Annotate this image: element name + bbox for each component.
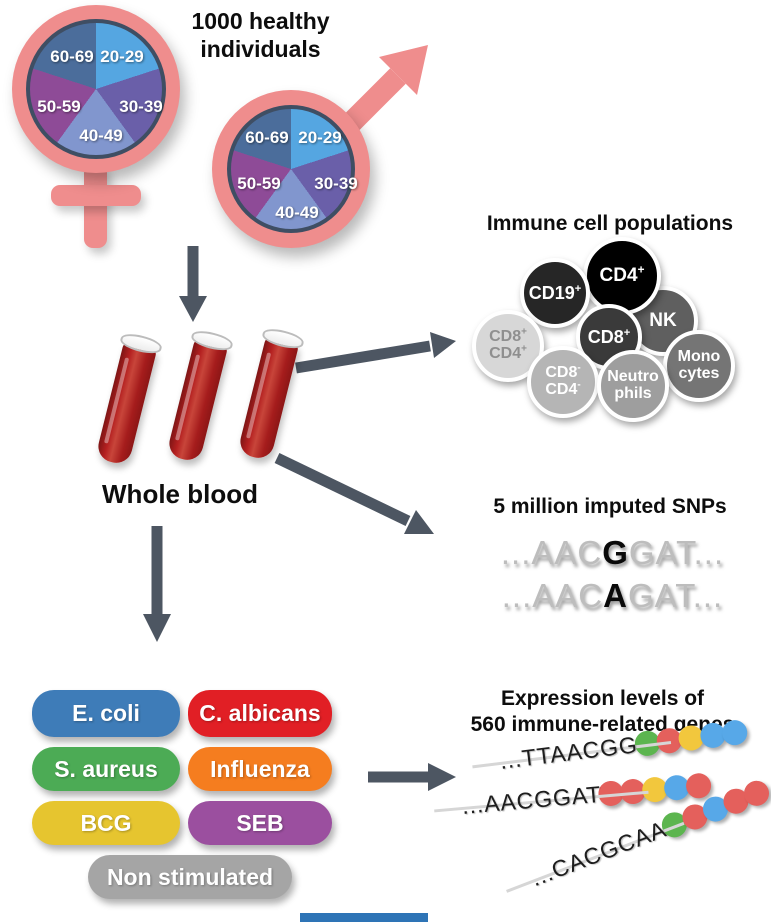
stimulus-calbicans: C. albicans xyxy=(188,690,332,737)
cell-circle-cd8neg-cd4neg: CD8- CD4- xyxy=(527,346,599,418)
male-arrow xyxy=(336,45,428,138)
stimulus-saureus: S. aureus xyxy=(32,747,180,791)
male-pie-label-30-39: 30-39 xyxy=(314,174,358,193)
cell-label: CD4+ xyxy=(489,343,527,362)
male-symbol-ring: 20-29 30-39 40-49 50-59 60-69 xyxy=(212,90,370,248)
stimulus-bcg: BCG xyxy=(32,801,180,845)
cell-circle-neutrophils: Neutro phils xyxy=(597,350,669,422)
male-age-pie: 20-29 30-39 40-49 50-59 60-69 xyxy=(227,105,358,233)
stimulus-nonstim: Non stimulated xyxy=(88,855,292,899)
cell-label: CD8+ xyxy=(489,326,527,346)
cell-label: CD8+ xyxy=(587,326,631,347)
bottom-accent-bar xyxy=(300,913,428,922)
female-pie-label-60-69: 60-69 xyxy=(50,47,94,66)
male-pie-label-40-49: 40-49 xyxy=(275,203,319,222)
whole-blood-label: Whole blood xyxy=(102,479,258,509)
expression-dot-red xyxy=(684,772,713,800)
cell-label: Neutro xyxy=(607,368,659,386)
cohort-heading: 1000 healthy individuals xyxy=(191,8,330,63)
stimulus-seb: SEB xyxy=(188,801,332,845)
cell-label: Mono xyxy=(677,348,721,366)
male-pie-label-60-69: 60-69 xyxy=(245,128,289,147)
female-symbol-ring: 20-29 30-39 40-49 50-59 60-69 xyxy=(12,5,180,173)
stimulus-ecoli: E. coli xyxy=(32,690,180,737)
expression-dot-blue xyxy=(720,718,749,747)
cell-label: phils xyxy=(614,385,652,402)
snp-variant-allele: G xyxy=(602,534,629,571)
cell-label: CD19+ xyxy=(528,282,582,303)
arrow-blood-to-snps xyxy=(274,453,434,534)
arrow-stimulations-to-expression xyxy=(368,763,456,791)
snp-variant-allele: A xyxy=(603,577,628,614)
male-pie-label-20-29: 20-29 xyxy=(298,128,342,147)
female-pie-label-20-29: 20-29 xyxy=(100,47,144,66)
immune-cells-heading: Immune cell populations xyxy=(486,212,734,235)
arrow-blood-to-stimulations xyxy=(143,526,171,642)
arrow-blood-to-cells xyxy=(295,332,456,374)
cell-label: CD8- xyxy=(545,362,581,382)
female-pie-label-40-49: 40-49 xyxy=(79,126,123,145)
snps-heading: 5 million imputed SNPs xyxy=(493,495,727,518)
cell-circle-cd4: CD4+ xyxy=(583,237,661,315)
female-symbol-crossbar xyxy=(51,185,141,206)
cell-label: cytes xyxy=(678,365,720,382)
snp-sequence-ref: ...AACGGAT... xyxy=(500,534,725,571)
stimulus-influenza: Influenza xyxy=(188,747,332,791)
cell-circle-monocytes: Mono cytes xyxy=(663,330,735,402)
cell-label: CD4+ xyxy=(599,263,645,287)
female-pie-label-30-39: 30-39 xyxy=(119,97,163,116)
female-pie-label-50-59: 50-59 xyxy=(37,97,81,116)
male-pie-label-50-59: 50-59 xyxy=(237,174,281,193)
cell-label: NK xyxy=(649,310,677,332)
cell-circle-cd19: CD19+ xyxy=(520,258,590,328)
arrow-individuals-to-blood xyxy=(179,246,207,322)
female-age-pie: 20-29 30-39 40-49 50-59 60-69 xyxy=(26,19,166,159)
female-symbol-stem xyxy=(84,164,107,248)
snp-sequence-alt: ...AACAGAT... xyxy=(501,577,724,614)
cell-label: CD4- xyxy=(545,379,581,398)
